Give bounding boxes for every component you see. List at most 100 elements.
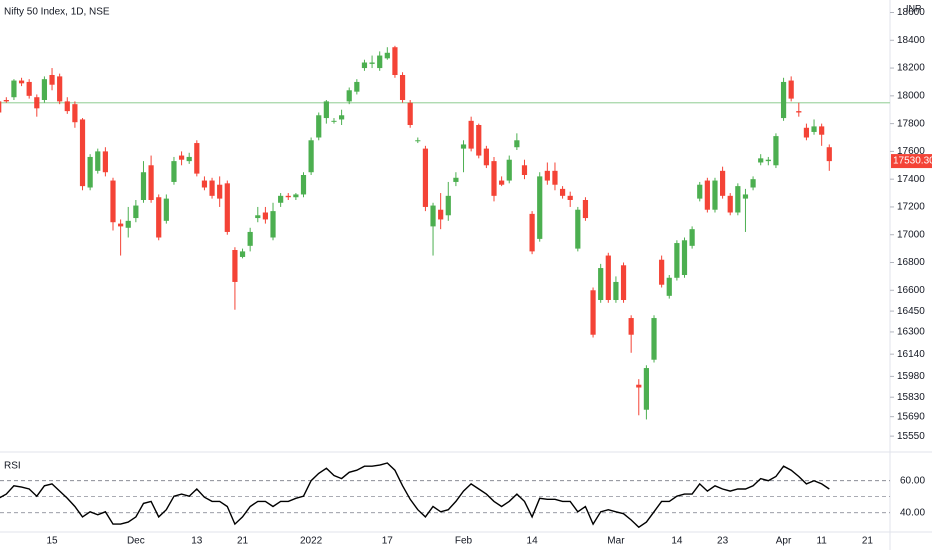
candle-body (735, 186, 741, 213)
candle-body (79, 119, 86, 187)
candle-body (399, 75, 406, 100)
candle-body (826, 147, 832, 162)
candle-body (506, 159, 512, 181)
candle-body (377, 55, 383, 69)
candle-body (224, 183, 230, 232)
candle-body (430, 205, 436, 227)
candle-body (95, 151, 101, 171)
y-tick-label: 16450 (897, 306, 925, 317)
candle-body (209, 180, 215, 196)
candle-body (11, 80, 17, 98)
y-tick-label: 16300 (897, 327, 925, 338)
candle-body (247, 231, 253, 246)
candle-body (567, 195, 573, 200)
last-price-label: 17530.30 (893, 156, 932, 167)
candle-body (41, 79, 48, 100)
candle-body (194, 143, 200, 174)
candle-body (300, 175, 307, 195)
candle-body (582, 200, 589, 219)
candle-body (217, 184, 223, 199)
candle-body (704, 180, 710, 210)
rsi-tick-label: 60.00 (900, 475, 925, 486)
y-tick-label: 18600 (897, 7, 925, 18)
x-tick-label: 2022 (300, 536, 323, 547)
candle-body (239, 251, 246, 257)
candle-body (742, 194, 749, 199)
candle-body (598, 268, 604, 300)
candle-body (575, 209, 581, 249)
candle-body (156, 197, 162, 238)
candle-body (819, 126, 825, 135)
candle-body (148, 165, 154, 200)
x-tick-label: 15 (46, 536, 58, 547)
candle-body (415, 140, 421, 142)
candle-body (674, 243, 680, 278)
x-tick-label: 14 (527, 536, 539, 547)
candle-body (178, 155, 185, 160)
candle-body (628, 318, 634, 335)
candle-body (346, 90, 352, 102)
last-price-box (891, 154, 932, 169)
candle-body (278, 195, 284, 203)
candle-body (422, 148, 429, 207)
y-tick-label: 15830 (897, 392, 925, 403)
candle-body (110, 180, 116, 223)
candle-body (361, 62, 368, 69)
candle-body (0, 101, 2, 113)
candle-body (64, 101, 70, 112)
candle-body (521, 165, 528, 175)
x-tick-label: 21 (862, 536, 874, 547)
x-tick-label: 23 (717, 536, 729, 547)
candle-body (803, 127, 810, 138)
candle-body (118, 223, 124, 227)
candle-body (262, 212, 268, 220)
currency-label: INR (906, 3, 922, 13)
x-tick-label: 13 (191, 536, 203, 547)
candle-body (552, 170, 558, 185)
y-tick-label: 17400 (897, 174, 925, 185)
candle-body (712, 180, 718, 210)
rsi-title: RSI (4, 461, 21, 472)
candle-body (689, 229, 695, 246)
candle-body (339, 115, 345, 120)
x-tick-label: Dec (127, 536, 145, 547)
y-tick-label: 17800 (897, 118, 925, 129)
candle-body (140, 172, 147, 200)
candle-body (773, 136, 779, 166)
candle-body (407, 102, 413, 125)
y-tick-label: 18200 (897, 63, 925, 74)
candle-body (491, 161, 497, 196)
y-tick-label: 17600 (897, 146, 925, 157)
candle-body (171, 161, 177, 182)
candle-body (392, 47, 398, 75)
candle-body (72, 104, 78, 123)
candle-body (765, 159, 771, 162)
candle-body (87, 156, 93, 188)
candle-body (727, 195, 733, 213)
x-tick-label: Mar (607, 536, 625, 547)
candle-body (125, 220, 131, 228)
candle-body (537, 176, 543, 239)
y-tick-label: 18400 (897, 35, 925, 46)
candle-body (499, 180, 505, 185)
candle-body (57, 76, 63, 102)
y-tick-label: 15550 (897, 431, 925, 442)
candle-body (384, 52, 390, 59)
candle-body (780, 81, 787, 119)
candle-body (468, 120, 474, 149)
candle-body (354, 81, 360, 92)
candle-body (34, 97, 40, 109)
rsi-line (0, 462, 830, 529)
candle-body (544, 170, 550, 181)
candle-body (369, 62, 375, 64)
candle-body (613, 281, 619, 300)
chart-title: Nifty 50 Index, 1D, NSE (4, 7, 110, 18)
candle-body (255, 215, 261, 219)
candle-body (796, 111, 802, 113)
candle-body (514, 140, 520, 148)
candle-body (636, 384, 642, 388)
candle-body (18, 80, 25, 84)
candle-body (529, 213, 535, 252)
rsi-tick-label: 40.00 (900, 507, 925, 518)
